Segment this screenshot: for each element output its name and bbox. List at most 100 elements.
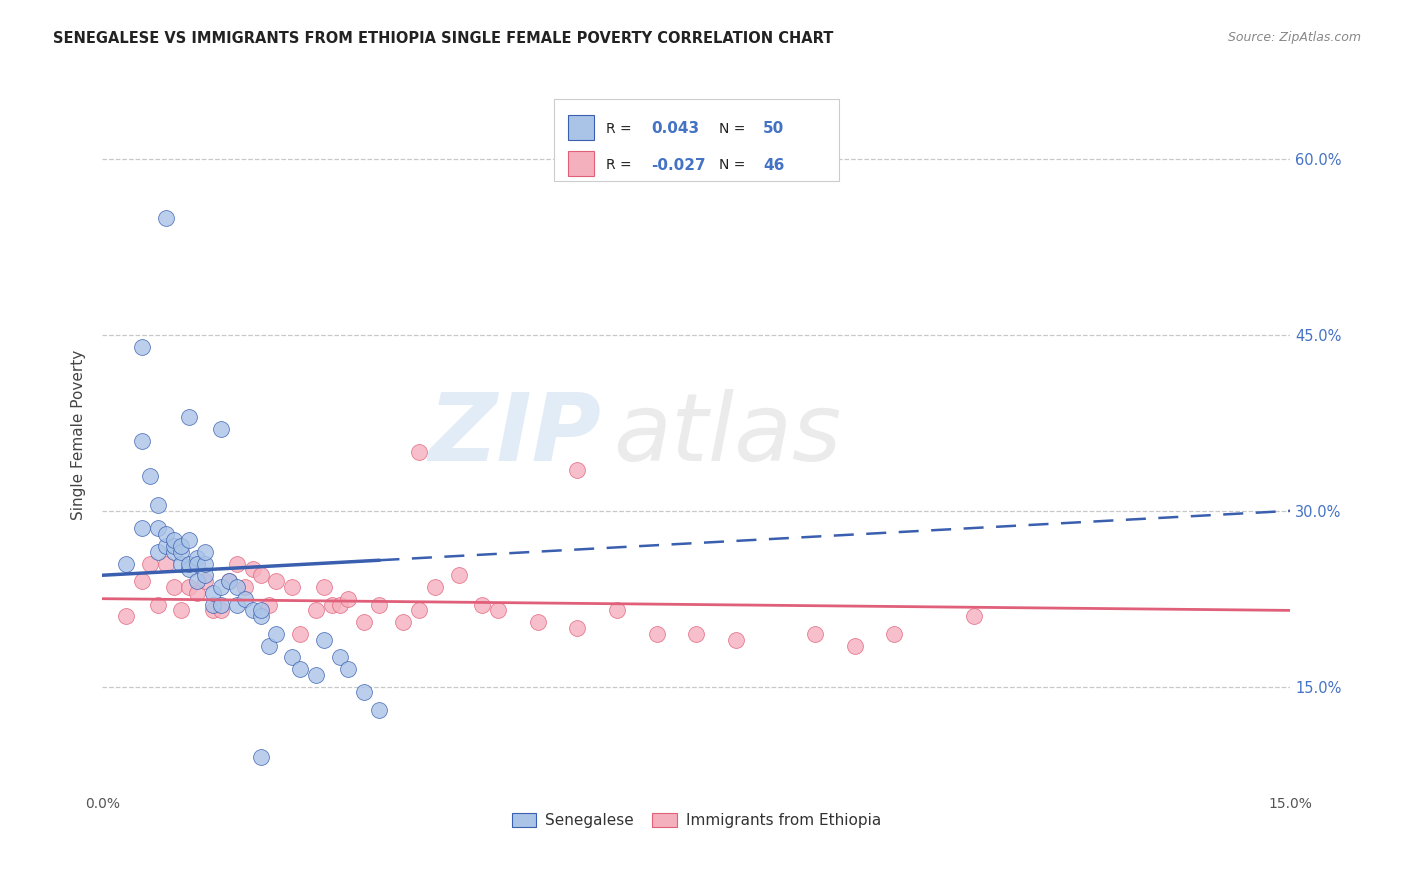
Point: [305, 668, 328, 682]
FancyBboxPatch shape: [568, 114, 595, 140]
Point: [162, 580, 184, 594]
Point: [170, 603, 193, 617]
Text: N =: N =: [718, 122, 745, 136]
Point: [305, 603, 328, 617]
Text: -0.027: -0.027: [651, 158, 706, 173]
Point: [249, 749, 271, 764]
Point: [146, 521, 169, 535]
Point: [527, 615, 550, 629]
Point: [266, 574, 288, 588]
Point: [179, 533, 201, 548]
Y-axis label: Single Female Poverty: Single Female Poverty: [72, 350, 86, 520]
Point: [186, 574, 208, 588]
Text: atlas: atlas: [613, 389, 841, 480]
Point: [170, 545, 193, 559]
Point: [408, 603, 430, 617]
Point: [290, 627, 312, 641]
Point: [257, 598, 280, 612]
Point: [290, 662, 312, 676]
Point: [179, 562, 201, 576]
Point: [202, 603, 225, 617]
Text: 0.043: 0.043: [651, 121, 699, 136]
Point: [225, 557, 247, 571]
Point: [179, 580, 201, 594]
Point: [281, 650, 304, 665]
Point: [162, 533, 184, 548]
Point: [249, 603, 271, 617]
Point: [567, 621, 589, 635]
Point: [312, 580, 335, 594]
Point: [685, 627, 707, 641]
Point: [209, 580, 232, 594]
Point: [146, 545, 169, 559]
Point: [209, 598, 232, 612]
Point: [844, 639, 866, 653]
Text: Source: ZipAtlas.com: Source: ZipAtlas.com: [1227, 31, 1361, 45]
Point: [194, 574, 217, 588]
Point: [139, 557, 162, 571]
Point: [186, 586, 208, 600]
Point: [194, 568, 217, 582]
Point: [194, 557, 217, 571]
Point: [567, 463, 589, 477]
Point: [186, 550, 208, 565]
Point: [146, 598, 169, 612]
Point: [179, 410, 201, 425]
Point: [131, 434, 153, 448]
Point: [281, 580, 304, 594]
Point: [233, 580, 256, 594]
Point: [336, 662, 359, 676]
Point: [139, 468, 162, 483]
Point: [155, 211, 177, 225]
Point: [155, 557, 177, 571]
Point: [225, 598, 247, 612]
Point: [209, 603, 232, 617]
Point: [131, 340, 153, 354]
Point: [179, 557, 201, 571]
Point: [368, 598, 391, 612]
Point: [209, 422, 232, 436]
Text: 50: 50: [763, 121, 785, 136]
Point: [218, 574, 240, 588]
Legend: Senegalese, Immigrants from Ethiopia: Senegalese, Immigrants from Ethiopia: [505, 806, 887, 834]
Text: N =: N =: [718, 158, 745, 172]
Point: [162, 539, 184, 553]
Point: [804, 627, 827, 641]
FancyBboxPatch shape: [554, 99, 839, 181]
Point: [218, 574, 240, 588]
Text: SENEGALESE VS IMMIGRANTS FROM ETHIOPIA SINGLE FEMALE POVERTY CORRELATION CHART: SENEGALESE VS IMMIGRANTS FROM ETHIOPIA S…: [53, 31, 834, 46]
Point: [447, 568, 470, 582]
Point: [257, 639, 280, 653]
Point: [170, 557, 193, 571]
Point: [155, 527, 177, 541]
Point: [962, 609, 984, 624]
Point: [242, 562, 264, 576]
Point: [266, 627, 288, 641]
Point: [146, 498, 169, 512]
Point: [883, 627, 905, 641]
Point: [155, 539, 177, 553]
Point: [233, 591, 256, 606]
Text: R =: R =: [606, 158, 631, 172]
Point: [368, 703, 391, 717]
Point: [115, 609, 138, 624]
Point: [115, 557, 138, 571]
Point: [170, 539, 193, 553]
Text: 46: 46: [763, 158, 785, 173]
Point: [321, 598, 343, 612]
Point: [336, 591, 359, 606]
Point: [225, 580, 247, 594]
Point: [329, 598, 352, 612]
Point: [202, 598, 225, 612]
Point: [423, 580, 446, 594]
Point: [186, 557, 208, 571]
Text: R =: R =: [606, 122, 631, 136]
Point: [194, 545, 217, 559]
Point: [353, 685, 375, 699]
Point: [162, 545, 184, 559]
Point: [242, 603, 264, 617]
Point: [606, 603, 628, 617]
Point: [202, 586, 225, 600]
Point: [249, 568, 271, 582]
Point: [724, 632, 747, 647]
